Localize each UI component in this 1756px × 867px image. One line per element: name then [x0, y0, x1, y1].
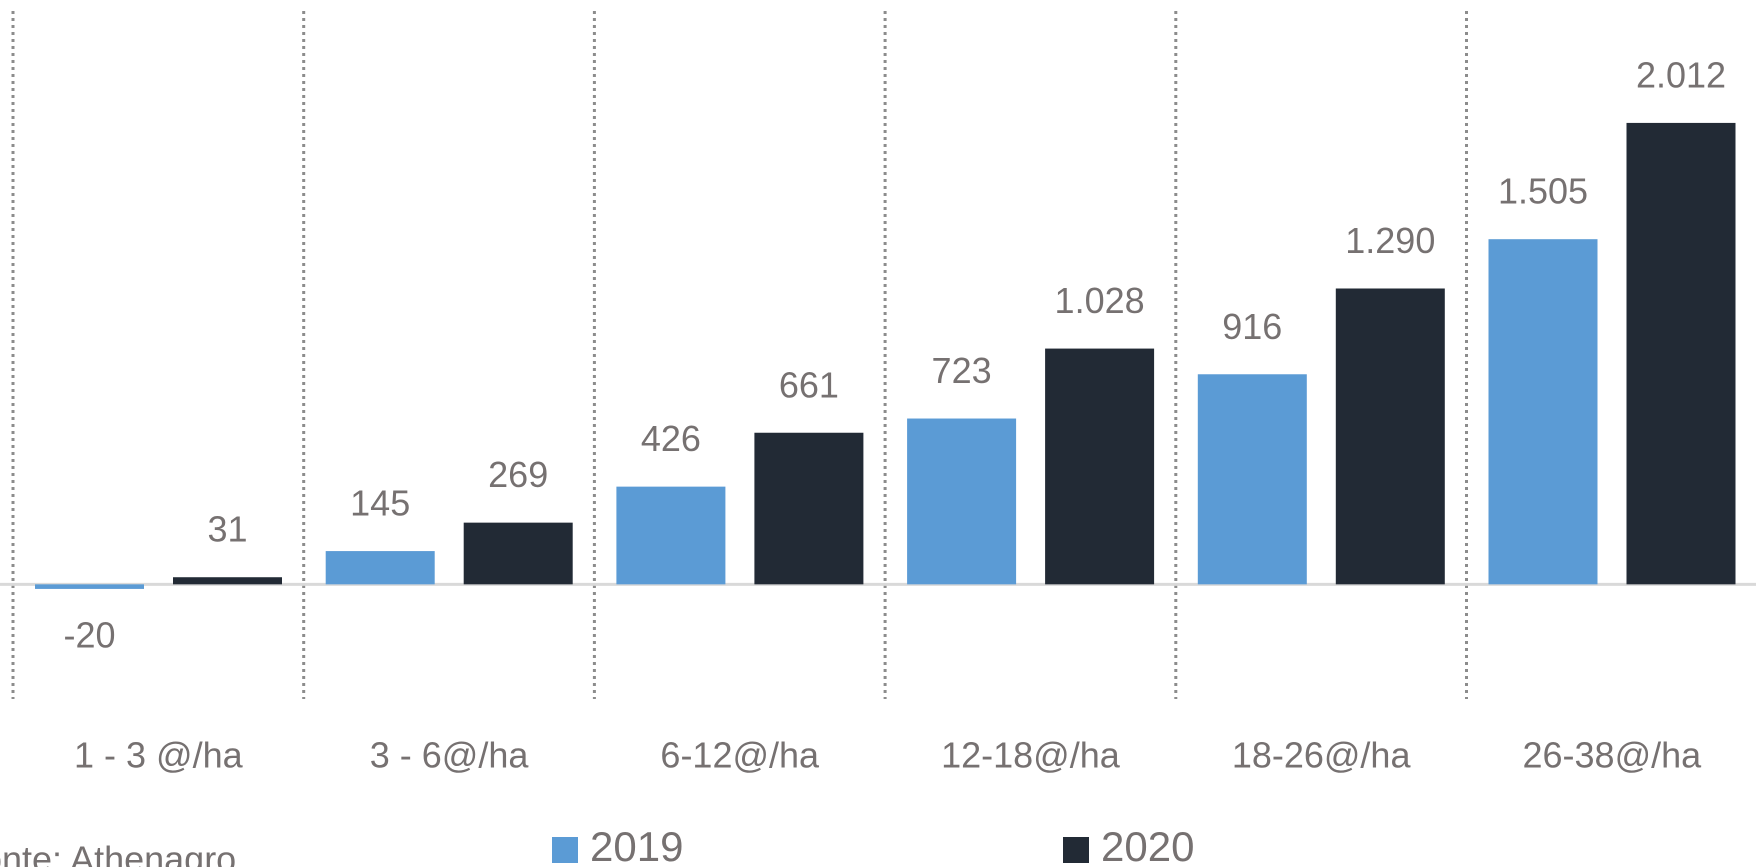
- legend-label: 2019: [590, 823, 683, 867]
- bar: [1045, 348, 1155, 585]
- data-label: 269: [488, 454, 548, 495]
- bar: [907, 418, 1017, 585]
- x-tick-label: 3 - 6@/ha: [370, 735, 530, 776]
- x-tick-label: 12-18@/ha: [941, 735, 1121, 776]
- data-label: 145: [350, 483, 410, 524]
- data-label: 1.028: [1055, 280, 1145, 321]
- data-label: 661: [779, 364, 839, 405]
- legend-swatch: [1063, 837, 1089, 863]
- bar: [463, 522, 573, 585]
- x-tick-label: 6-12@/ha: [660, 735, 820, 776]
- data-label: -20: [63, 614, 115, 655]
- bar: [35, 584, 144, 589]
- bar: [754, 432, 864, 585]
- source-note: Fonte: Athenagro: [0, 839, 236, 867]
- x-tick-label: 18-26@/ha: [1232, 735, 1412, 776]
- data-label: 1.290: [1345, 220, 1435, 261]
- data-label: 723: [932, 350, 992, 391]
- bar: [1335, 288, 1445, 585]
- data-label: 2.012: [1636, 54, 1726, 95]
- legend-swatch: [552, 837, 578, 863]
- data-label: 1.505: [1498, 171, 1588, 212]
- bar: [616, 486, 726, 585]
- bar: [1488, 239, 1598, 585]
- data-label: 916: [1222, 306, 1282, 347]
- bar: [173, 577, 282, 585]
- bar: [1197, 374, 1307, 585]
- x-tick-label: 26-38@/ha: [1523, 735, 1703, 776]
- bar: [1626, 122, 1736, 585]
- data-label: 31: [207, 509, 247, 550]
- data-label: 426: [641, 418, 701, 459]
- x-tick-label: 1 - 3 @/ha: [74, 735, 244, 776]
- bar: [325, 551, 435, 585]
- legend-label: 2020: [1101, 823, 1194, 867]
